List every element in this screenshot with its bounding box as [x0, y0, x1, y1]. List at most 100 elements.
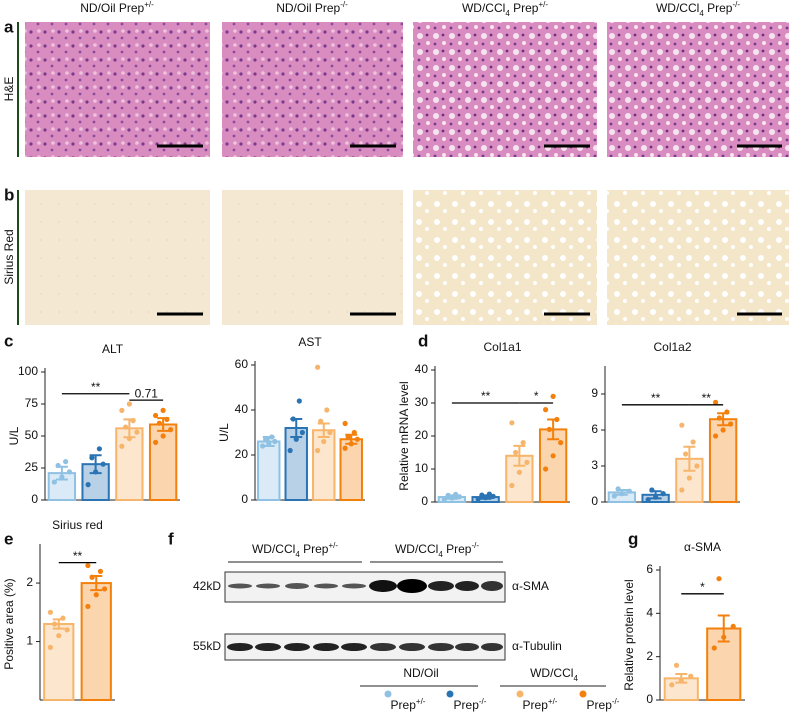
y-tick-label: 100	[18, 364, 38, 378]
he-image	[222, 22, 403, 157]
data-point	[318, 418, 324, 424]
y-tick-label: 0	[31, 492, 38, 506]
sirius-image	[25, 190, 210, 325]
data-point	[688, 673, 694, 679]
data-point	[100, 461, 106, 467]
data-point	[56, 633, 62, 639]
data-point	[130, 418, 136, 424]
data-point	[720, 427, 726, 433]
text-part: +/-	[144, 0, 154, 9]
y-tick-label: 0	[421, 494, 428, 508]
text-part: +/-	[548, 697, 558, 706]
data-point	[486, 491, 492, 497]
data-point	[164, 416, 170, 422]
text-part: ND/Oil Prep	[276, 1, 340, 15]
y-tick-label: 20	[415, 428, 429, 442]
data-point	[96, 446, 102, 452]
data-point	[93, 469, 99, 475]
text-part: WD/CCl	[462, 1, 505, 15]
data-point	[475, 496, 481, 502]
blot	[224, 561, 506, 661]
y-tick-label: 0	[241, 492, 248, 506]
text-part: WD/CCl	[656, 1, 699, 15]
text-part: -/-	[732, 0, 740, 9]
data-point	[509, 482, 515, 489]
chart-title: AST	[298, 335, 322, 349]
he-image	[607, 22, 789, 157]
data-point	[102, 586, 108, 592]
data-point	[119, 407, 125, 413]
data-point	[730, 623, 736, 629]
data-point	[156, 420, 162, 426]
legend-item: Prep+/-	[523, 697, 558, 713]
data-point	[520, 440, 526, 446]
chart-title: Col1a1	[483, 340, 521, 354]
legend-swatch	[516, 690, 524, 698]
text-part: Prep	[510, 1, 539, 15]
text-part: WD/CCl	[252, 542, 295, 556]
y-tick-label: 25	[25, 460, 39, 474]
y-tick-label: 40	[235, 402, 249, 416]
data-point	[266, 441, 272, 447]
data-point	[63, 459, 69, 465]
y-tick-label: 3	[591, 458, 598, 472]
blot-marker: 55kD	[193, 639, 221, 653]
text-part: 4	[699, 9, 704, 18]
column-header: ND/Oil Prep-/-	[276, 0, 348, 15]
sig-label: **	[651, 391, 661, 405]
y-tick-label: 2	[646, 649, 653, 663]
data-point	[51, 479, 57, 485]
text-part: Prep	[704, 1, 733, 15]
row-label: H&E	[2, 77, 16, 102]
column-header: WD/CCl4 Prep+/-	[462, 0, 548, 18]
text-part: ND/Oil	[403, 666, 438, 680]
column-header: WD/CCl4 Prep-/-	[656, 0, 740, 18]
panel-letter: c	[4, 331, 13, 350]
data-point	[51, 621, 58, 627]
text-part: ND/Oil Prep	[80, 1, 144, 15]
data-point	[272, 438, 278, 445]
y-axis-label: Positive area (%)	[2, 578, 16, 669]
data-point	[299, 429, 305, 436]
text-part: Prep	[587, 698, 613, 712]
data-point	[524, 459, 530, 465]
data-point	[694, 463, 700, 469]
data-point	[543, 466, 549, 472]
legend-group: WD/CCl4	[530, 666, 578, 682]
y-tick-label: 4	[646, 606, 653, 620]
data-point	[679, 422, 685, 428]
data-point	[153, 412, 159, 419]
data-point	[327, 429, 333, 436]
y-tick-label: 30	[415, 395, 429, 409]
legend-item: Prep-/-	[454, 697, 487, 713]
data-point	[85, 482, 91, 488]
sirius-image	[222, 190, 403, 325]
data-point	[55, 462, 61, 469]
data-point	[315, 364, 321, 370]
data-point	[445, 492, 451, 498]
data-point	[546, 426, 552, 432]
y-axis-label: U/L	[217, 423, 231, 442]
data-point	[683, 451, 689, 457]
data-point	[119, 443, 125, 449]
legend-swatch	[384, 690, 392, 698]
data-point	[645, 497, 651, 503]
row-label: Sirius Red	[2, 229, 16, 284]
text-part: Prep	[300, 542, 329, 556]
data-point	[686, 475, 692, 481]
sig-label: *	[534, 389, 539, 403]
data-point	[483, 495, 489, 501]
y-tick-label: 60	[235, 357, 249, 371]
data-point	[290, 416, 296, 422]
data-point	[678, 677, 684, 684]
data-point	[66, 469, 72, 475]
text-part: -/-	[340, 0, 348, 9]
error-bar	[683, 445, 696, 472]
bands	[227, 579, 503, 651]
data-point	[348, 441, 354, 447]
panel-letter: g	[628, 529, 638, 548]
scale-bars	[157, 144, 782, 316]
data-point	[342, 420, 348, 427]
data-point	[456, 494, 462, 500]
